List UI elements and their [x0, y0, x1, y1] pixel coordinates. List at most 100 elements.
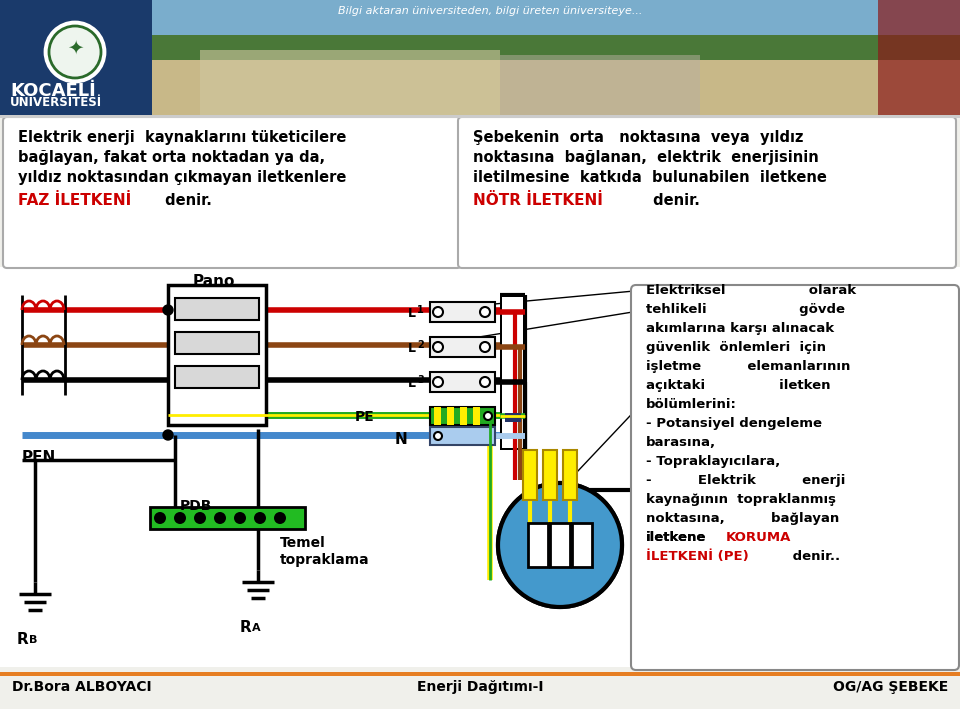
Circle shape: [45, 22, 105, 82]
Text: Bilgi aktaran üniversiteden, bilgi üreten üniversiteye...: Bilgi aktaran üniversiteden, bilgi ürete…: [338, 6, 642, 16]
Bar: [430, 407, 495, 425]
Bar: [434, 407, 441, 425]
Circle shape: [174, 512, 186, 524]
Text: N: N: [395, 432, 408, 447]
Text: Elektriksel                  olarak: Elektriksel olarak: [646, 284, 856, 297]
Text: NÖTR İLETKENİ: NÖTR İLETKENİ: [473, 193, 603, 208]
Circle shape: [163, 305, 173, 315]
Bar: [500, 295, 525, 450]
Text: yıldız noktasından çıkmayan iletkenlere: yıldız noktasından çıkmayan iletkenlere: [18, 170, 347, 185]
Text: - Potansiyel dengeleme: - Potansiyel dengeleme: [646, 417, 822, 430]
Bar: [460, 407, 467, 425]
Bar: [543, 450, 557, 500]
Text: 2: 2: [417, 340, 423, 350]
Bar: [878, 0, 960, 115]
Text: Enerji Dağıtımı-I: Enerji Dağıtımı-I: [417, 680, 543, 694]
Circle shape: [274, 512, 286, 524]
Circle shape: [154, 512, 166, 524]
Circle shape: [163, 430, 173, 440]
Bar: [175, 366, 259, 388]
Bar: [0, 118, 960, 266]
Text: Dr.Bora ALBOYACI: Dr.Bora ALBOYACI: [12, 680, 152, 694]
Circle shape: [194, 512, 206, 524]
Circle shape: [498, 483, 622, 607]
Text: İLETKENİ (PE): İLETKENİ (PE): [646, 550, 749, 563]
Text: denir.: denir.: [648, 193, 700, 208]
Text: iletkene: iletkene: [646, 531, 707, 544]
Bar: [505, 413, 521, 422]
Circle shape: [484, 412, 492, 420]
Circle shape: [480, 377, 490, 387]
Text: OG/AG ŞEBEKE: OG/AG ŞEBEKE: [832, 680, 948, 694]
Text: topraklama: topraklama: [280, 553, 370, 567]
Text: -          Elektrik          enerji: - Elektrik enerji: [646, 474, 846, 487]
Text: Pano: Pano: [193, 274, 235, 289]
Bar: [430, 427, 495, 445]
Bar: [523, 450, 537, 500]
Bar: [550, 523, 570, 567]
Bar: [528, 523, 548, 567]
Text: noktasına  bağlanan,  elektrik  enerjisinin: noktasına bağlanan, elektrik enerjisinin: [473, 150, 819, 165]
Text: ÜNİVERSİTESİ: ÜNİVERSİTESİ: [10, 96, 102, 109]
Text: Elektrik enerji  kaynaklarını tüketicilere: Elektrik enerji kaynaklarını tüketiciler…: [18, 130, 347, 145]
Text: PDB: PDB: [180, 499, 212, 513]
Text: iletilmesine  katkıda  bulunabilen  iletkene: iletilmesine katkıda bulunabilen iletken…: [473, 170, 827, 185]
Text: Temel: Temel: [280, 536, 325, 550]
Bar: [447, 407, 454, 425]
FancyBboxPatch shape: [458, 117, 956, 268]
Bar: [150, 507, 305, 529]
Text: denir..: denir..: [788, 550, 840, 563]
Bar: [152, 0, 960, 35]
Text: tehlikeli                    gövde: tehlikeli gövde: [646, 303, 845, 316]
Text: bölümlerini:: bölümlerini:: [646, 398, 737, 411]
Text: R: R: [240, 620, 252, 635]
Bar: [0, 0, 152, 115]
Text: noktasına,          bağlayan: noktasına, bağlayan: [646, 512, 839, 525]
Circle shape: [254, 512, 266, 524]
Bar: [500, 55, 700, 115]
Text: bağlayan, fakat orta noktadan ya da,: bağlayan, fakat orta noktadan ya da,: [18, 150, 325, 165]
Circle shape: [214, 512, 226, 524]
Text: akımlarına karşı alınacak: akımlarına karşı alınacak: [646, 322, 834, 335]
Bar: [200, 50, 500, 115]
Text: iletkene: iletkene: [646, 531, 707, 544]
Text: PE: PE: [355, 410, 374, 424]
Text: denir.: denir.: [160, 193, 212, 208]
Bar: [430, 302, 495, 322]
Text: L: L: [408, 307, 416, 320]
Circle shape: [433, 307, 443, 317]
Bar: [152, 0, 960, 55]
Text: 1: 1: [417, 305, 423, 315]
Circle shape: [433, 377, 443, 387]
Text: FAZ İLETKENİ: FAZ İLETKENİ: [18, 193, 132, 208]
Bar: [0, 267, 960, 667]
Bar: [0, 672, 960, 676]
Circle shape: [480, 307, 490, 317]
Circle shape: [49, 26, 101, 78]
Bar: [572, 523, 592, 567]
Text: işletme          elemanlarının: işletme elemanlarının: [646, 360, 851, 373]
Text: kaynağının  topraklanmış: kaynağının topraklanmış: [646, 493, 836, 506]
Text: KORUMA: KORUMA: [726, 531, 791, 544]
Bar: [152, 30, 960, 60]
Bar: [430, 337, 495, 357]
Bar: [152, 40, 960, 80]
Text: KOCAELİ: KOCAELİ: [10, 82, 96, 100]
Text: A: A: [252, 623, 260, 633]
Text: B: B: [29, 635, 37, 645]
Circle shape: [498, 483, 622, 607]
Bar: [0, 676, 960, 709]
Bar: [0, 115, 960, 118]
FancyBboxPatch shape: [3, 117, 461, 268]
Bar: [563, 450, 577, 500]
Circle shape: [434, 432, 442, 440]
Bar: [473, 407, 480, 425]
Bar: [430, 372, 495, 392]
Bar: [502, 297, 523, 448]
Circle shape: [480, 342, 490, 352]
Circle shape: [433, 342, 443, 352]
Bar: [175, 332, 259, 354]
Bar: [168, 285, 266, 425]
Bar: [152, 55, 960, 115]
Text: ✦: ✦: [67, 38, 84, 57]
